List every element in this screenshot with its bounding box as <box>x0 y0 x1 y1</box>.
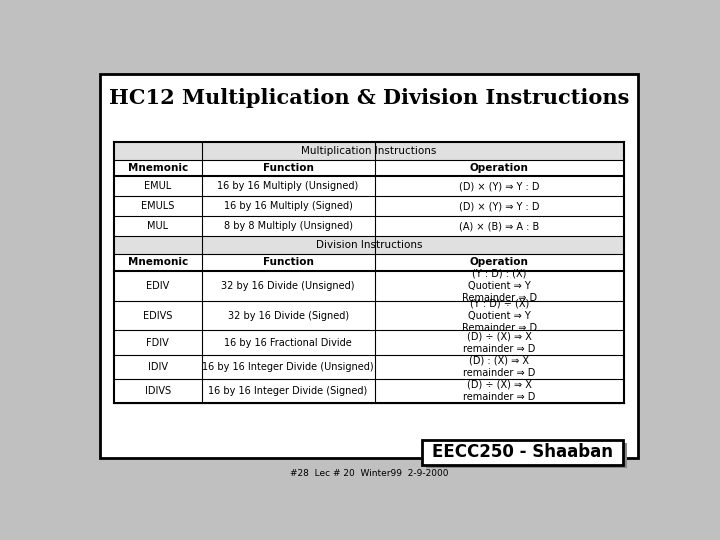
Text: FDIV: FDIV <box>146 338 169 348</box>
Text: HC12 Multiplication & Division Instructions: HC12 Multiplication & Division Instructi… <box>109 88 629 108</box>
Text: 16 by 16 Fractional Divide: 16 by 16 Fractional Divide <box>224 338 352 348</box>
Bar <box>114 141 624 160</box>
Text: (D) ÷ (X) ⇒ X
remainder ⇒ D: (D) ÷ (X) ⇒ X remainder ⇒ D <box>463 332 536 354</box>
Text: Operation: Operation <box>470 163 528 173</box>
Bar <box>422 440 623 465</box>
Text: Operation: Operation <box>470 257 528 267</box>
Text: EMULS: EMULS <box>141 201 174 211</box>
Text: Mnemonic: Mnemonic <box>127 257 188 267</box>
Text: 16 by 16 Multiply (Signed): 16 by 16 Multiply (Signed) <box>224 201 353 211</box>
Text: 32 by 16 Divide (Unsigned): 32 by 16 Divide (Unsigned) <box>221 281 355 291</box>
Bar <box>114 236 624 254</box>
Text: 32 by 16 Divide (Signed): 32 by 16 Divide (Signed) <box>228 310 348 321</box>
Text: (A) × (B) ⇒ A : B: (A) × (B) ⇒ A : B <box>459 221 539 231</box>
Text: EMUL: EMUL <box>144 181 171 191</box>
Text: (D) × (Y) ⇒ Y : D: (D) × (Y) ⇒ Y : D <box>459 181 539 191</box>
Text: (D) ÷ (X) ⇒ X
remainder ⇒ D: (D) ÷ (X) ⇒ X remainder ⇒ D <box>463 380 536 402</box>
Text: 16 by 16 Multiply (Unsigned): 16 by 16 Multiply (Unsigned) <box>217 181 359 191</box>
Text: Function: Function <box>263 257 313 267</box>
Text: Division Instructions: Division Instructions <box>316 240 422 250</box>
Text: 16 by 16 Integer Divide (Signed): 16 by 16 Integer Divide (Signed) <box>209 386 368 396</box>
Text: IDIVS: IDIVS <box>145 386 171 396</box>
Text: Multiplication Instructions: Multiplication Instructions <box>301 146 437 156</box>
Text: (Y : D) : (X)
Quotient ⇒ Y
Remainder ⇒ D: (Y : D) : (X) Quotient ⇒ Y Remainder ⇒ D <box>462 268 537 303</box>
Text: EECC250 - Shaaban: EECC250 - Shaaban <box>432 443 613 461</box>
Text: (Y : D) ÷ (X)
Quotient ⇒ Y
Remainder ⇒ D: (Y : D) ÷ (X) Quotient ⇒ Y Remainder ⇒ D <box>462 298 537 333</box>
Text: EDIV: EDIV <box>146 281 169 291</box>
Bar <box>426 443 627 468</box>
Text: Function: Function <box>263 163 313 173</box>
Text: (D) : (X) ⇒ X
remainder ⇒ D: (D) : (X) ⇒ X remainder ⇒ D <box>463 355 536 378</box>
Text: 16 by 16 Integer Divide (Unsigned): 16 by 16 Integer Divide (Unsigned) <box>202 362 374 372</box>
Text: EDIVS: EDIVS <box>143 310 173 321</box>
Text: #28  Lec # 20  Winter99  2-9-2000: #28 Lec # 20 Winter99 2-9-2000 <box>289 469 449 477</box>
Text: IDIV: IDIV <box>148 362 168 372</box>
Text: (D) × (Y) ⇒ Y : D: (D) × (Y) ⇒ Y : D <box>459 201 539 211</box>
Text: Mnemonic: Mnemonic <box>127 163 188 173</box>
Text: 8 by 8 Multiply (Unsigned): 8 by 8 Multiply (Unsigned) <box>224 221 353 231</box>
Text: MUL: MUL <box>147 221 168 231</box>
